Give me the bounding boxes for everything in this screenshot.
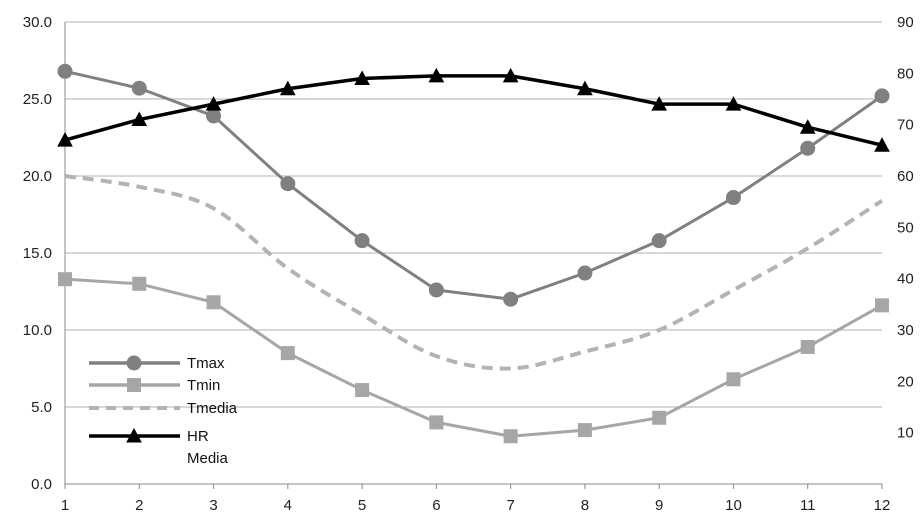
- x-tick-label: 9: [655, 497, 663, 514]
- data-point: [502, 67, 519, 83]
- data-point: [875, 298, 889, 313]
- series-hr: [57, 67, 890, 152]
- data-point: [652, 410, 667, 425]
- data-point: [131, 80, 147, 96]
- x-tick-label: 10: [725, 497, 742, 514]
- legend-label-line2: Media: [187, 450, 229, 467]
- y-tick-label: 5.0: [31, 399, 52, 416]
- legend-label: Tmin: [187, 377, 220, 394]
- legend-item-tmedia: Tmedia: [89, 400, 238, 417]
- data-point: [800, 339, 815, 354]
- series-lines: [57, 63, 890, 444]
- legend-label: Tmax: [187, 355, 225, 372]
- y2-tick-label: 60: [897, 168, 914, 185]
- y-tick-label: 0.0: [31, 476, 52, 493]
- data-point: [503, 429, 518, 444]
- y-tick-label: 30.0: [23, 14, 52, 31]
- data-point: [206, 108, 222, 124]
- data-point: [57, 63, 73, 79]
- data-point: [725, 96, 742, 111]
- series-line: [64, 69, 883, 301]
- y-tick-label: 20.0: [23, 168, 52, 185]
- data-point: [800, 140, 816, 156]
- data-point: [726, 372, 741, 387]
- left-axis-ticks: 0.0 5.0 10.0 15.0 20.0 25.0 30.0: [23, 14, 52, 493]
- series-tmax: [57, 63, 890, 307]
- y-tick-label: 15.0: [23, 245, 52, 262]
- data-point: [503, 291, 519, 307]
- data-point: [280, 176, 296, 192]
- y2-tick-label: 40: [897, 271, 914, 288]
- data-point: [577, 80, 593, 96]
- x-axis-ticks: 1 2 3 4 5 6 7 8 9 10 11 12: [61, 497, 891, 514]
- x-tick-label: 8: [581, 497, 589, 514]
- x-tick-label: 4: [284, 497, 292, 514]
- legend: Tmax Tmin Tmedia HR Media: [89, 355, 238, 467]
- legend-item-tmax: Tmax: [89, 355, 225, 372]
- data-point: [874, 137, 890, 152]
- data-point: [57, 132, 73, 147]
- data-point: [132, 276, 147, 291]
- data-point: [874, 88, 890, 104]
- y2-tick-label: 90: [897, 14, 914, 31]
- y2-tick-label: 10: [897, 425, 914, 442]
- x-tick-label: 11: [800, 497, 816, 514]
- data-point: [279, 80, 296, 96]
- data-point: [127, 378, 141, 392]
- data-point: [354, 70, 370, 85]
- data-point: [428, 282, 444, 298]
- data-point: [577, 265, 593, 281]
- data-point: [58, 272, 72, 287]
- x-tick-label: 12: [874, 497, 891, 514]
- y2-tick-label: 30: [897, 322, 914, 339]
- legend-item-tmin: Tmin: [89, 377, 220, 394]
- x-tick-label: 2: [135, 497, 143, 514]
- data-point: [354, 233, 370, 249]
- x-tick-label: 3: [209, 497, 217, 514]
- y-tick-label: 10.0: [23, 322, 52, 339]
- y2-tick-label: 70: [897, 117, 914, 134]
- data-point: [799, 119, 816, 134]
- y2-tick-label: 50: [897, 219, 914, 236]
- data-point: [355, 383, 370, 398]
- series-line: [64, 174, 884, 371]
- data-point: [429, 415, 444, 430]
- data-point: [651, 96, 668, 111]
- data-point: [126, 355, 142, 371]
- data-point: [725, 190, 741, 206]
- gridlines: [64, 21, 883, 489]
- legend-label: HR: [187, 428, 209, 445]
- data-point: [651, 233, 667, 249]
- data-point: [577, 423, 592, 438]
- x-tick-label: 1: [61, 497, 69, 514]
- y2-tick-label: 80: [897, 65, 914, 82]
- data-point: [126, 427, 142, 443]
- series-tmin: [58, 272, 889, 444]
- x-tick-label: 6: [432, 497, 440, 514]
- data-point: [205, 96, 222, 111]
- data-point: [206, 295, 221, 310]
- series-tmedia: [64, 174, 884, 371]
- y2-tick-label: 20: [897, 373, 914, 390]
- series-line: [64, 74, 883, 147]
- x-tick-label: 7: [506, 497, 514, 514]
- series-line: [64, 277, 883, 438]
- data-point: [428, 67, 445, 83]
- y-tick-label: 25.0: [23, 91, 52, 108]
- x-tick-label: 5: [358, 497, 366, 514]
- data-point: [280, 346, 295, 361]
- right-axis-ticks: 10 20 30 40 50 60 70 80 90: [897, 14, 914, 442]
- legend-label: Tmedia: [187, 400, 238, 417]
- legend-item-hr: HR Media: [89, 427, 229, 467]
- data-point: [131, 111, 148, 127]
